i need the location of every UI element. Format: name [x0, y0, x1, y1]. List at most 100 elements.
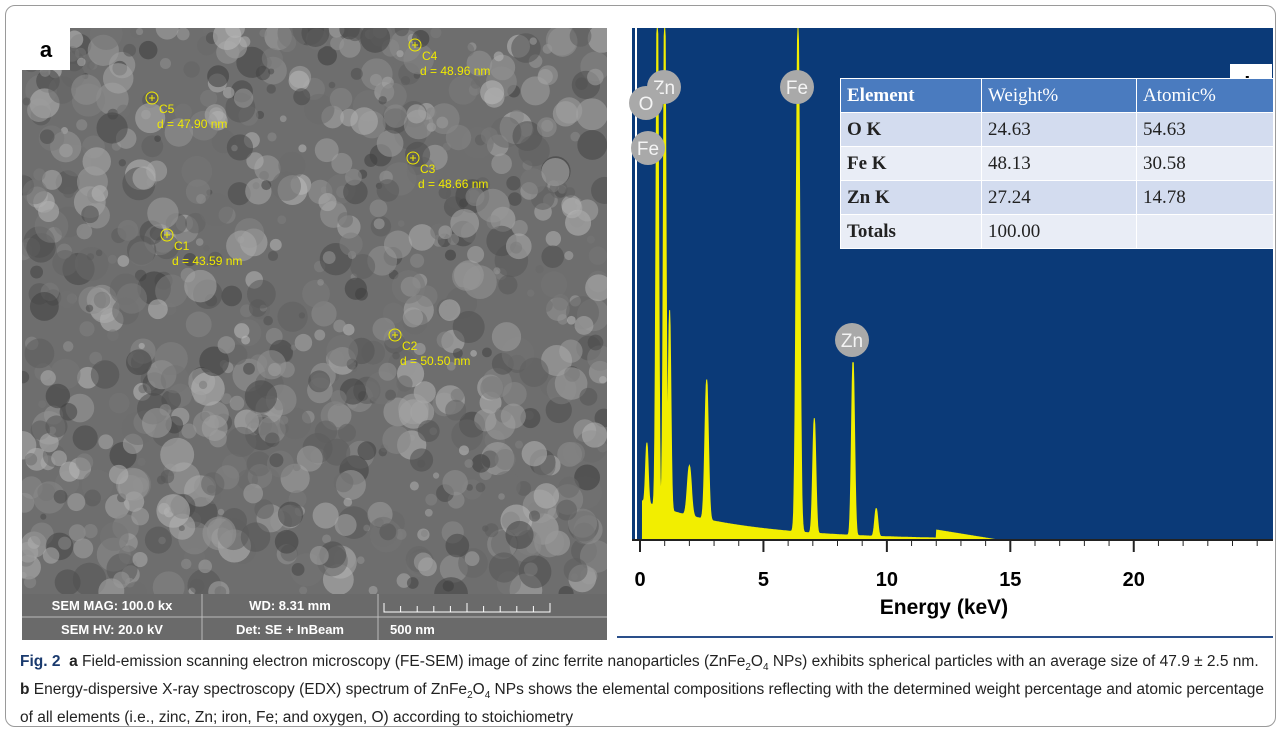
particle	[414, 552, 433, 571]
particle	[213, 22, 241, 50]
particle	[502, 382, 526, 406]
particle	[243, 484, 263, 504]
particle	[23, 97, 31, 105]
particle	[541, 158, 569, 186]
caption-text: Energy-dispersive X-ray spectroscopy (ED…	[29, 681, 467, 698]
particle	[492, 471, 521, 500]
table-cell	[1137, 215, 1274, 249]
particle	[259, 29, 267, 37]
particle	[575, 316, 594, 335]
particle	[437, 331, 454, 348]
particle	[314, 330, 325, 341]
particle	[116, 283, 147, 314]
x-axis-title: Energy (keV)	[880, 596, 1008, 619]
particle	[63, 187, 74, 198]
particle	[398, 220, 405, 227]
particle	[374, 218, 385, 229]
particle	[278, 502, 303, 527]
marker-id: C5	[159, 102, 175, 116]
particle	[67, 493, 85, 511]
particle	[442, 470, 468, 496]
particle	[33, 168, 45, 180]
particle	[263, 316, 273, 326]
particle	[425, 509, 433, 517]
particle	[398, 394, 429, 425]
particle	[563, 442, 585, 464]
particle	[384, 231, 412, 259]
particle	[588, 335, 604, 351]
particle	[267, 132, 276, 141]
particle	[476, 483, 486, 493]
table-cell: 24.63	[982, 113, 1137, 147]
particle	[425, 494, 437, 506]
particle	[489, 552, 519, 582]
particle	[103, 63, 133, 93]
particle	[369, 586, 378, 595]
particle	[564, 558, 588, 582]
particle	[382, 426, 410, 454]
particle	[556, 97, 582, 123]
particle	[76, 119, 87, 130]
particle	[202, 516, 236, 550]
particle	[445, 534, 469, 558]
particle	[433, 472, 439, 478]
particle	[495, 449, 516, 470]
particle	[335, 514, 357, 536]
particle	[585, 274, 612, 301]
particle	[160, 438, 194, 472]
particle	[443, 580, 454, 591]
particle	[511, 33, 541, 63]
particle	[418, 420, 440, 442]
particle	[498, 493, 505, 500]
particle	[370, 199, 388, 217]
particle	[464, 459, 473, 468]
x-tick-label: 10	[876, 569, 898, 591]
particle	[55, 569, 81, 595]
particle	[501, 403, 526, 428]
particle	[357, 441, 376, 460]
particle	[268, 68, 274, 74]
particle	[198, 559, 212, 573]
particle	[448, 234, 459, 245]
particle	[463, 265, 497, 299]
particle	[410, 481, 419, 490]
particle	[218, 336, 236, 354]
caption-text: Field-emission scanning electron microsc…	[78, 653, 746, 670]
particle	[107, 329, 119, 341]
particle	[159, 404, 171, 416]
particle	[81, 206, 99, 224]
particle	[445, 400, 466, 421]
x-tick-label: 5	[758, 569, 769, 591]
particle	[267, 84, 276, 93]
particle	[292, 563, 305, 576]
info-det: Det: SE + InBeam	[236, 622, 344, 637]
particle	[534, 527, 564, 557]
particle	[338, 212, 353, 227]
particle	[257, 350, 286, 379]
peak-label: O	[639, 94, 654, 115]
particle	[261, 180, 271, 190]
particle	[588, 24, 617, 53]
particle	[147, 197, 178, 228]
particle	[579, 388, 597, 406]
particle	[183, 61, 199, 77]
particle	[181, 559, 191, 569]
table-row: ElementWeight%Atomic%	[841, 79, 1274, 113]
table-cell: 30.58	[1137, 147, 1274, 181]
info-mag: SEM MAG: 100.0 kx	[52, 598, 173, 613]
particle	[277, 302, 307, 332]
particle	[98, 434, 113, 449]
particle	[407, 577, 419, 589]
particle	[315, 138, 339, 162]
particle	[40, 129, 55, 144]
particle	[451, 419, 483, 451]
page: {"panel_a":{"label":"a", "measurements":…	[0, 0, 1281, 732]
particle	[360, 23, 390, 53]
particle	[323, 251, 336, 264]
particle	[364, 154, 377, 167]
particle	[231, 145, 238, 152]
particle	[268, 251, 278, 261]
particle	[160, 58, 171, 69]
particle	[194, 391, 206, 403]
